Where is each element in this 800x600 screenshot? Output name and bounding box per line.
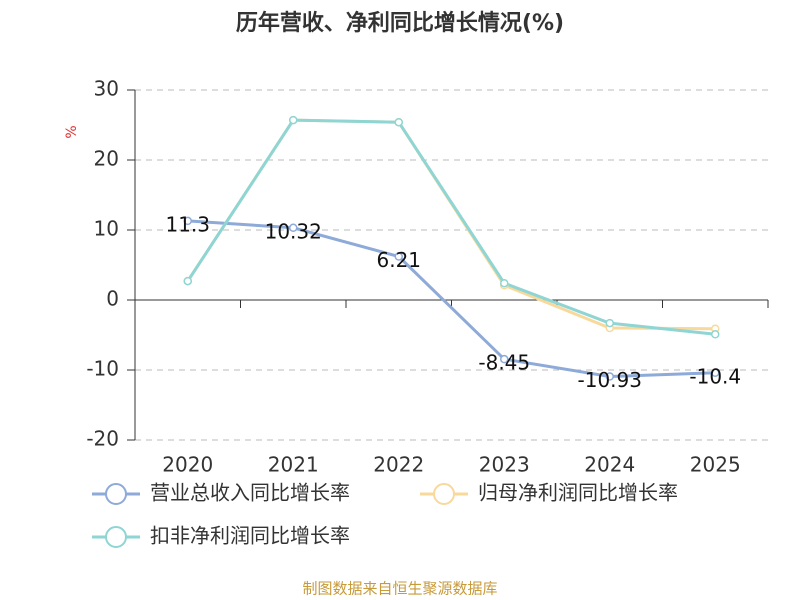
- data-label: 10.32: [265, 219, 322, 243]
- data-label: -10.4: [689, 364, 741, 388]
- chart-title: 历年营收、净利同比增长情况(%): [236, 10, 564, 36]
- y-tick-label: -10: [86, 357, 119, 381]
- x-tick-label: 2021: [268, 453, 319, 477]
- data-point: [183, 216, 192, 226]
- x-tick-label: 2022: [373, 453, 424, 477]
- y-tick-label: 20: [94, 147, 119, 171]
- data-label: 6.21: [376, 248, 421, 272]
- legend-label: 扣非净利润同比增长率: [150, 524, 350, 548]
- data-point: [711, 330, 720, 339]
- data-point: [289, 115, 298, 125]
- legend-marker: [105, 483, 127, 505]
- data-point: [605, 318, 614, 328]
- data-point: [711, 368, 720, 378]
- x-tick-label: 2020: [162, 453, 213, 477]
- x-tick-label: 2025: [690, 453, 741, 477]
- data-point: [289, 223, 298, 233]
- y-axis-label: %: [64, 125, 80, 138]
- legend-label: 归母净利润同比增长率: [478, 481, 678, 505]
- data-label: 11.3: [165, 212, 210, 236]
- data-point: [500, 278, 509, 288]
- data-point: [183, 276, 192, 286]
- data-point: [500, 354, 509, 364]
- y-tick-label: 10: [94, 217, 119, 241]
- data-point: [394, 117, 403, 127]
- series-line: [186, 118, 716, 336]
- source-note: 制图数据来自恒生聚源数据库: [302, 580, 497, 598]
- data-label: -10.93: [578, 368, 642, 392]
- data-label: -8.45: [478, 351, 530, 375]
- legend-marker: [105, 526, 127, 548]
- data-point: [394, 252, 403, 261]
- x-tick-label: 2024: [584, 453, 635, 477]
- x-tick-label: 2023: [479, 453, 530, 477]
- data-point: [605, 372, 614, 381]
- y-tick-label: -20: [86, 427, 119, 451]
- y-tick-label: 0: [106, 287, 119, 311]
- y-tick-label: 30: [94, 77, 119, 101]
- legend-label: 营业总收入同比增长率: [150, 481, 350, 505]
- series-line: [187, 219, 716, 379]
- legend-marker: [433, 483, 455, 505]
